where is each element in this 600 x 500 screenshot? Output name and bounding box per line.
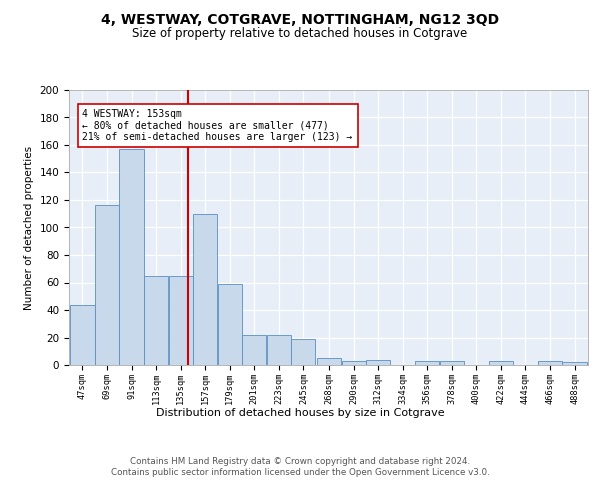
Bar	[415, 361, 439, 365]
Bar	[242, 335, 266, 365]
Text: 4 WESTWAY: 153sqm
← 80% of detached houses are smaller (477)
21% of semi-detache: 4 WESTWAY: 153sqm ← 80% of detached hous…	[82, 110, 353, 142]
Bar	[267, 335, 291, 365]
Text: Size of property relative to detached houses in Cotgrave: Size of property relative to detached ho…	[133, 28, 467, 40]
Text: 4, WESTWAY, COTGRAVE, NOTTINGHAM, NG12 3QD: 4, WESTWAY, COTGRAVE, NOTTINGHAM, NG12 3…	[101, 12, 499, 26]
Bar	[489, 361, 513, 365]
Text: Distribution of detached houses by size in Cotgrave: Distribution of detached houses by size …	[155, 408, 445, 418]
Bar	[440, 361, 464, 365]
Bar	[291, 339, 316, 365]
Bar	[218, 284, 242, 365]
Bar	[562, 362, 587, 365]
Bar	[70, 304, 95, 365]
Bar	[366, 360, 390, 365]
Bar	[119, 149, 143, 365]
Bar	[193, 214, 217, 365]
Text: Contains HM Land Registry data © Crown copyright and database right 2024.
Contai: Contains HM Land Registry data © Crown c…	[110, 458, 490, 477]
Bar	[341, 361, 366, 365]
Y-axis label: Number of detached properties: Number of detached properties	[24, 146, 34, 310]
Bar	[169, 276, 193, 365]
Bar	[317, 358, 341, 365]
Bar	[538, 361, 562, 365]
Bar	[95, 206, 119, 365]
Bar	[144, 276, 168, 365]
